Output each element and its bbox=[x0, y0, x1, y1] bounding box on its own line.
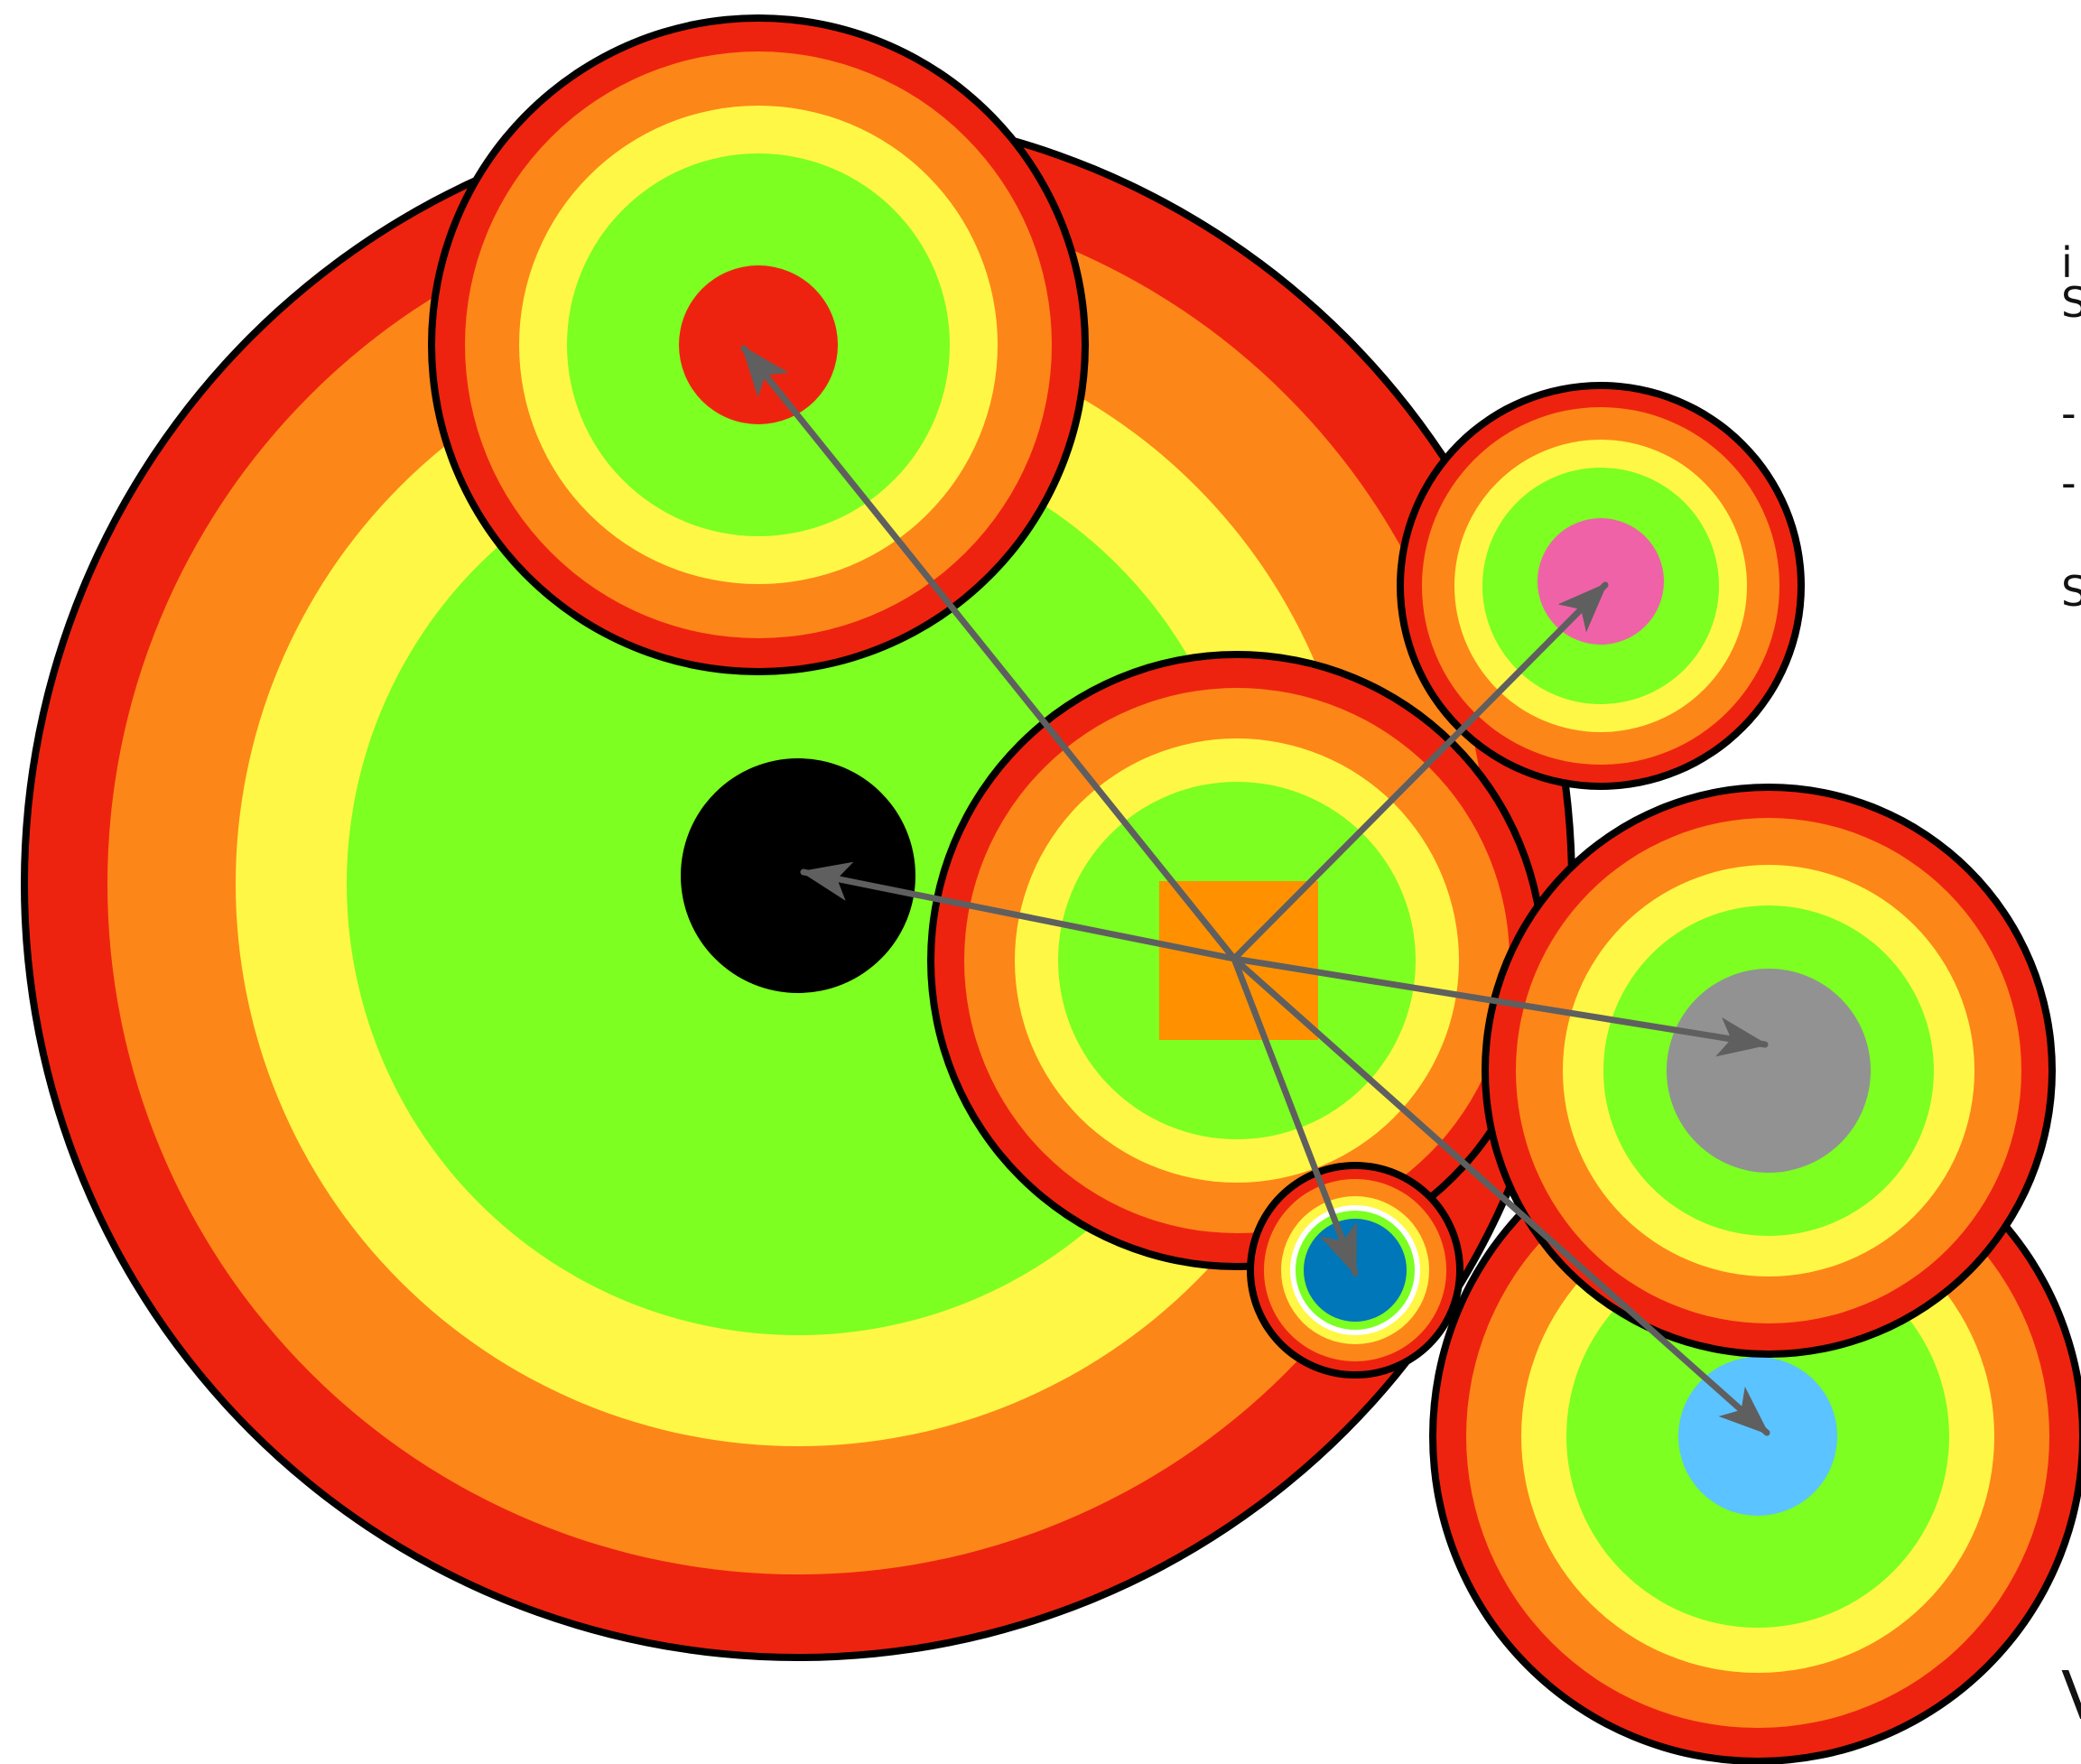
clipped-text-fragment: i bbox=[2061, 238, 2073, 287]
arrow-to-large-background-node bbox=[800, 861, 1238, 962]
gray-node bbox=[1482, 784, 2056, 1358]
black-core bbox=[681, 758, 915, 993]
arrow-to-gray-node bbox=[1231, 955, 1769, 1057]
clipped-text-fragment: - bbox=[2061, 459, 2076, 507]
arrow-to-blue-node bbox=[1231, 955, 1359, 1277]
clipped-text-fragment: - bbox=[2061, 389, 2076, 438]
large-background-node bbox=[21, 107, 1575, 1661]
top-node bbox=[428, 14, 1089, 675]
edges bbox=[740, 345, 1770, 1436]
red-core bbox=[679, 265, 838, 424]
arrow-to-pink-node bbox=[1231, 581, 1609, 962]
arrow-to-light-blue-node bbox=[1231, 955, 1770, 1436]
clipped-text-fragment: S bbox=[2061, 567, 2081, 616]
clipped-text-fragment: V bbox=[2061, 1663, 2081, 1730]
clipped-text-fragment: S bbox=[2061, 278, 2081, 327]
pink-core bbox=[1538, 518, 1664, 645]
light-blue-core bbox=[1678, 1357, 1837, 1516]
arrow-to-top-node bbox=[740, 345, 1238, 962]
gray-core bbox=[1667, 969, 1871, 1173]
